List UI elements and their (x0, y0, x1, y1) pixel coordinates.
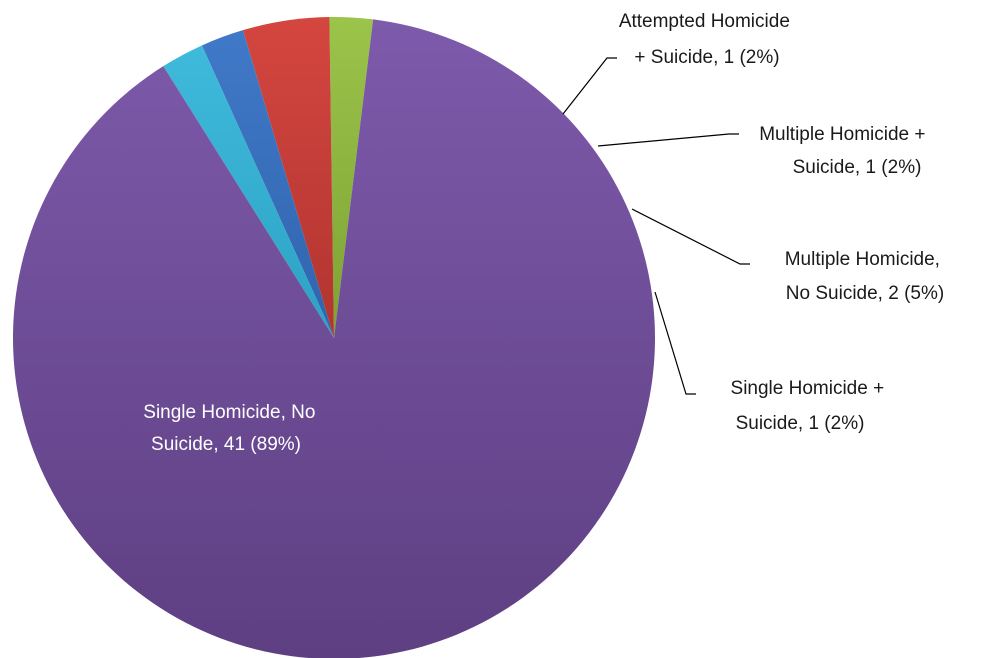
slice-single-homicide-no-suicide (13, 19, 655, 658)
pie-slices (13, 16, 655, 658)
slice-multiple-homicide-plus-suicide (201, 30, 334, 339)
slice-single-homicide-plus-suicide (329, 16, 374, 339)
leader-line-multiple-homicide-plus-suicide (597, 133, 739, 147)
data-label-single-homicide-plus-suicide: Single Homicide + Suicide, 1 (2%) (731, 378, 890, 434)
leader-line-single-homicide-plus-suicide (654, 291, 696, 395)
slice-multiple-homicide-no-suicide (242, 17, 334, 339)
data-label-attempted-homicide-plus-suicide: Attempted Homicide + Suicide, 1 (2%) (619, 11, 795, 68)
leader-line-multiple-homicide-no-suicide (631, 208, 750, 265)
slice-attempted-homicide-plus-suicide (163, 45, 334, 338)
data-label-single-homicide-no-suicide: Single Homicide, No Suicide, 41 (89%) (143, 402, 320, 455)
data-labels: Single Homicide + Suicide, 1 (2%) Multip… (143, 11, 946, 455)
data-label-multiple-homicide-no-suicide: Multiple Homicide, No Suicide, 2 (5%) (785, 249, 946, 304)
leader-line-attempted-homicide-plus-suicide (562, 57, 617, 115)
leader-lines (562, 57, 750, 395)
data-label-multiple-homicide-plus-suicide: Multiple Homicide + Suicide, 1 (2%) (759, 124, 931, 178)
